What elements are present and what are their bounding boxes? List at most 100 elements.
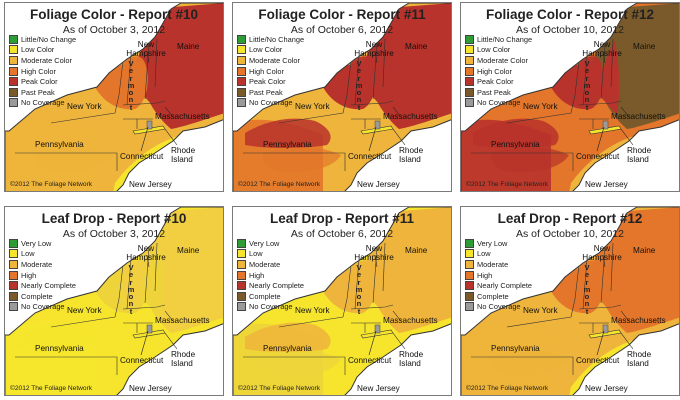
legend-item: Peak Color [237, 76, 304, 87]
copyright-notice: ©2012 The Foliage Network [466, 181, 549, 188]
vt-nh-boundary [354, 42, 378, 106]
state-label-new-york: New York [295, 306, 330, 315]
legend-swatch [9, 87, 18, 97]
legend-swatch [237, 238, 246, 248]
legend-swatch [237, 281, 246, 291]
legend-swatch [237, 77, 246, 87]
legend-swatch [9, 66, 18, 76]
legend-item: Low [465, 249, 532, 260]
legend-swatch [237, 291, 246, 301]
southern-tier-region [17, 118, 103, 148]
legend-item: Nearly Complete [237, 280, 304, 291]
state-label-pennsylvania: Pennsylvania [491, 344, 540, 353]
southern-tier-region [473, 322, 559, 352]
southern-tier-region [245, 322, 331, 352]
label-leaders [596, 50, 634, 152]
legend-swatch [465, 77, 474, 87]
legend-swatch [237, 302, 246, 312]
state-label-rhode-island: Rhode Island [171, 350, 196, 368]
legend-swatch [465, 291, 474, 301]
ny-boundary [50, 264, 124, 328]
legend-item: Peak Color [465, 76, 532, 87]
state-label-new-hampshire: New Hampshire [582, 40, 622, 58]
legend-item: Complete [465, 291, 532, 302]
state-label-rhode-island: Rhode Island [627, 350, 652, 368]
state-label-connecticut: Connecticut [348, 356, 392, 365]
report-panel: Foliage Color - Report #10 As of October … [4, 2, 224, 192]
new-hampshire-region [371, 245, 392, 319]
coastline [233, 207, 451, 395]
pa-boundary [471, 356, 574, 375]
legend-item: Past Peak [237, 87, 304, 98]
legend-label: No Coverage [21, 302, 65, 312]
region-map [5, 3, 223, 191]
new-hampshire-region [143, 245, 164, 319]
legend-swatch [237, 45, 246, 55]
legend-item: High Color [237, 66, 304, 77]
state-label-new-hampshire: New Hampshire [354, 40, 394, 58]
legend-item: Nearly Complete [9, 280, 76, 291]
nh-me-boundary [382, 38, 386, 88]
legend-label: Low Color [477, 45, 511, 55]
legend-label: Past Peak [477, 87, 511, 97]
state-label-new-hampshire: New Hampshire [126, 244, 166, 262]
region-map [461, 207, 679, 395]
state-label-pennsylvania: Pennsylvania [35, 140, 84, 149]
legend-item: Very Low [9, 238, 76, 249]
state-label-connecticut: Connecticut [576, 356, 620, 365]
legend-label: Past Peak [249, 87, 283, 97]
legend-label: High [249, 270, 265, 280]
legend-label: No Coverage [249, 302, 293, 312]
legend-swatch [9, 98, 18, 108]
legend-swatch [465, 66, 474, 76]
state-label-new-york: New York [67, 102, 102, 111]
ny-boundary [506, 60, 580, 124]
legend-item: Little/No Change [9, 34, 76, 45]
legend-swatch [9, 45, 18, 55]
legend-item: Little/No Change [237, 34, 304, 45]
legend-label: Complete [477, 291, 509, 301]
state-label-new-york: New York [295, 102, 330, 111]
legend-item: Moderate Color [465, 55, 532, 66]
coastline [5, 207, 223, 395]
copyright-notice: ©2012 The Foliage Network [238, 181, 321, 188]
no-coverage-area [146, 120, 153, 130]
region-map [461, 3, 679, 191]
ma-ct-ri-boundary [578, 304, 622, 333]
panel-title: Leaf Drop - Report #10 [41, 211, 187, 226]
state-label-new-jersey: New Jersey [129, 180, 172, 189]
legend-label: Little/No Change [21, 34, 77, 44]
state-label-massachusetts: Massachusetts [611, 112, 666, 121]
state-label-connecticut: Connecticut [120, 152, 164, 161]
ny-boundary [506, 264, 580, 328]
legend-item: Moderate [237, 259, 304, 270]
legend-swatch [9, 291, 18, 301]
legend-label: High Color [249, 66, 284, 76]
pennsylvania-region [490, 351, 569, 377]
map-legend: Little/No Change Low Color Moderate Color H… [465, 34, 532, 108]
legend-item: Past Peak [465, 87, 532, 98]
label-leaders [140, 254, 178, 356]
ny-boundary [278, 60, 352, 124]
legend-item: Nearly Complete [465, 280, 532, 291]
legend-item: Past Peak [9, 87, 76, 98]
pa-boundary [15, 356, 118, 375]
legend-item: No Coverage [465, 98, 532, 109]
legend-item: Low [9, 249, 76, 260]
legend-item: High [237, 270, 304, 281]
state-label-rhode-island: Rhode Island [627, 146, 652, 164]
ma-ct-ri-boundary [122, 100, 166, 129]
coastline [461, 207, 679, 395]
state-label-maine: Maine [405, 246, 428, 255]
legend-swatch [237, 259, 246, 269]
copyright-notice: ©2012 The Foliage Network [466, 385, 549, 392]
vt-nh-boundary [582, 246, 606, 310]
state-label-maine: Maine [405, 42, 428, 51]
pa-boundary [15, 152, 118, 171]
legend-label: Very Low [249, 238, 280, 248]
panel-date: As of October 3, 2012 [62, 228, 166, 240]
no-coverage-area [146, 324, 153, 334]
legend-label: No Coverage [249, 98, 293, 108]
